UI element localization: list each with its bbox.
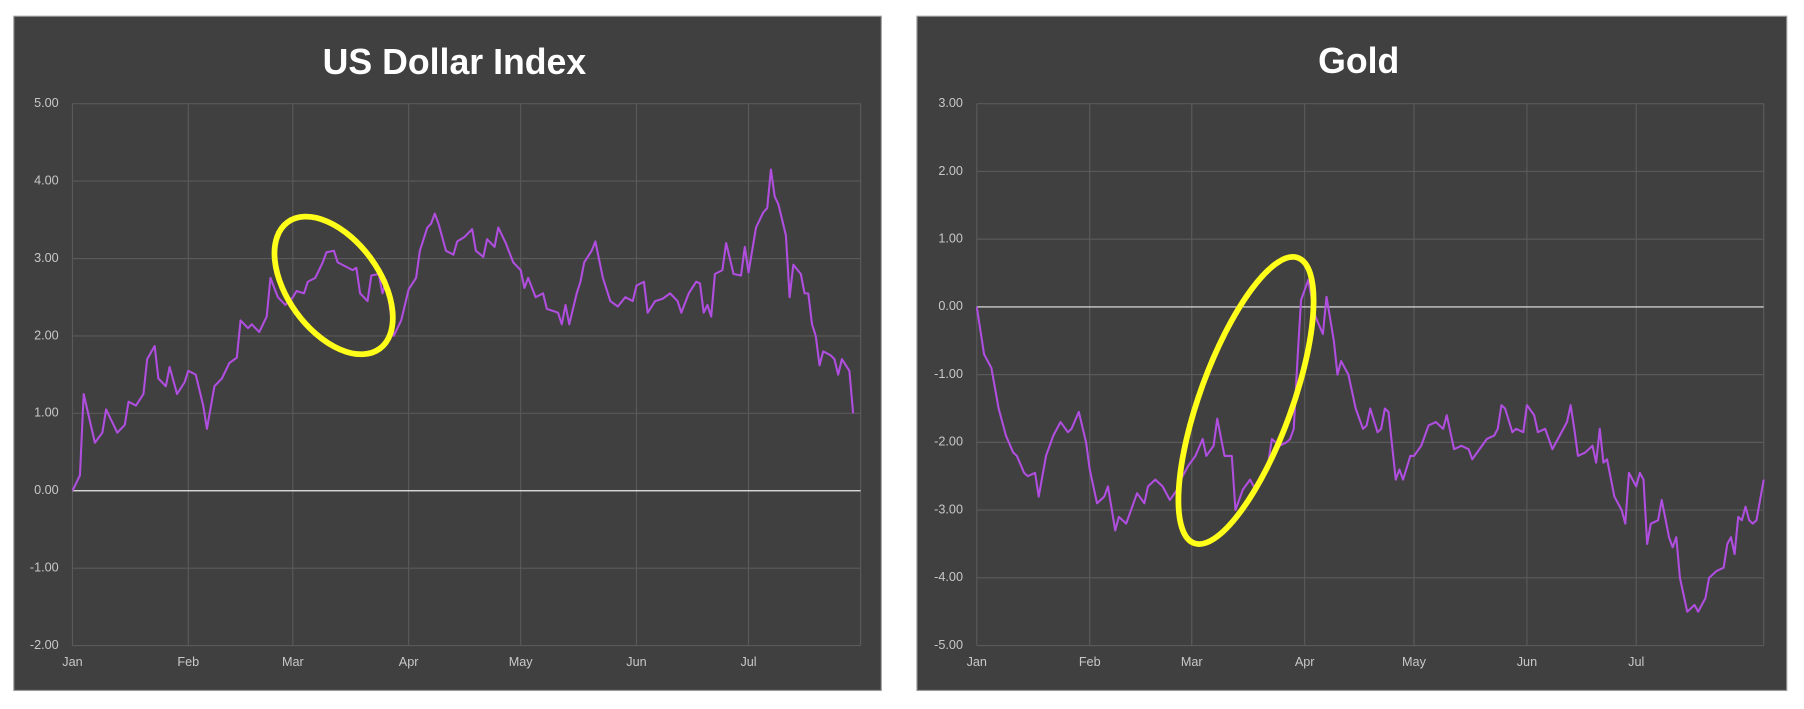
data-line <box>975 278 1765 613</box>
panel-left <box>13 15 882 692</box>
y-tick-label: 2.00 <box>34 328 59 342</box>
x-tick-label: Mar <box>282 655 304 669</box>
x-tick-label: Jan <box>967 655 987 669</box>
x-tick-label: Jun <box>1517 655 1537 669</box>
x-tick-label: May <box>1402 655 1427 669</box>
y-tick-label: -2.00 <box>30 638 59 652</box>
x-tick-label: Feb <box>177 655 199 669</box>
x-tick-label: Jun <box>626 655 646 669</box>
x-tick-label: Jul <box>740 655 756 669</box>
y-tick-label: 3.00 <box>938 96 963 110</box>
x-tick-label: Apr <box>1295 655 1315 669</box>
y-tick-label: 4.00 <box>34 173 59 187</box>
highlight-ellipse <box>1175 254 1317 547</box>
chart-title: Gold <box>1318 41 1399 81</box>
x-tick-label: Jul <box>1628 655 1644 669</box>
data-line <box>71 168 855 492</box>
panel-right <box>916 15 1788 692</box>
y-tick-label: -3.00 <box>934 502 963 516</box>
y-tick-label: 0.00 <box>938 299 963 313</box>
chart-title: US Dollar Index <box>323 42 587 82</box>
y-tick-label: -5.00 <box>934 638 963 652</box>
highlight-ellipse <box>271 213 396 358</box>
y-tick-label: -2.00 <box>934 435 963 449</box>
y-tick-label: 1.00 <box>938 232 963 246</box>
x-tick-label: Mar <box>1181 655 1203 669</box>
y-tick-label: 3.00 <box>34 251 59 265</box>
x-tick-label: Jan <box>62 655 82 669</box>
x-tick-label: May <box>509 655 534 669</box>
x-tick-label: Apr <box>399 655 419 669</box>
y-tick-label: 5.00 <box>34 96 59 110</box>
y-tick-label: -4.00 <box>934 570 963 584</box>
y-tick-label: 0.00 <box>34 483 59 497</box>
y-tick-label: -1.00 <box>934 367 963 381</box>
y-tick-label: -1.00 <box>30 561 59 575</box>
x-tick-label: Feb <box>1079 655 1101 669</box>
y-tick-label: 2.00 <box>938 164 963 178</box>
y-tick-label: 1.00 <box>34 406 59 420</box>
